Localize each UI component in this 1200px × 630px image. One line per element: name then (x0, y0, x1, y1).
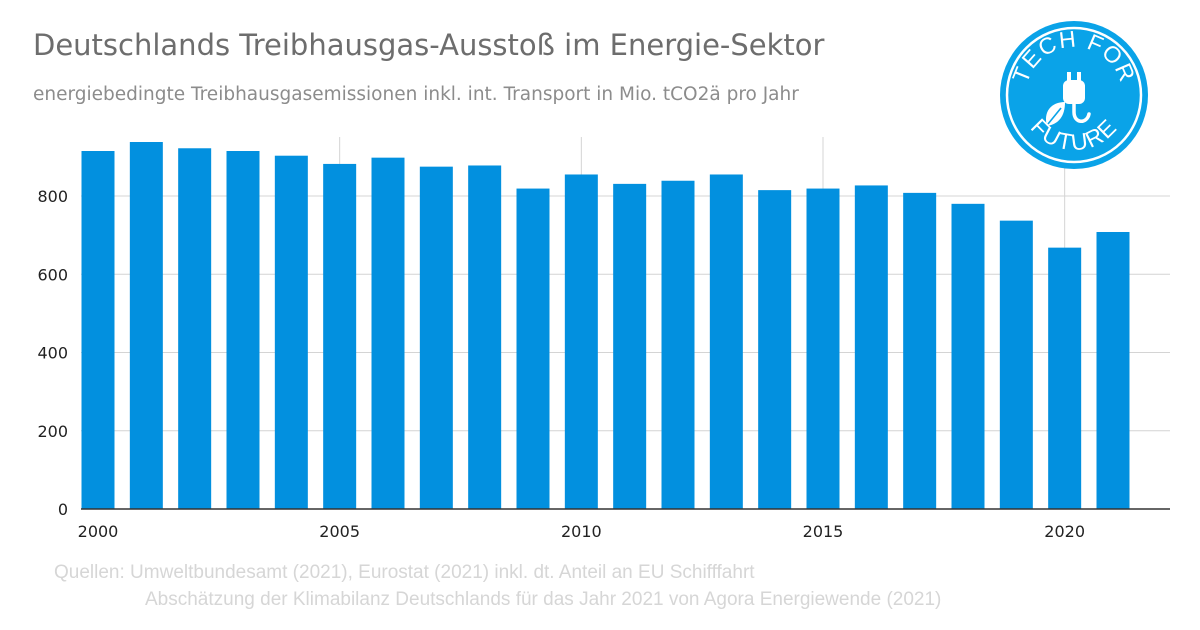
y-tick-label: 200 (37, 422, 68, 441)
bar-2010 (564, 174, 598, 509)
bar-2014 (758, 190, 792, 509)
bar-2003 (226, 151, 260, 509)
plug-leaf-icon (1045, 72, 1091, 126)
source-line-2: Abschätzung der Klimabilanz Deutschlands… (145, 589, 942, 610)
bar-2007 (419, 166, 453, 509)
chart-title: Deutschlands Treibhausgas-Ausstoß im Ene… (33, 28, 825, 62)
bar-2008 (468, 165, 502, 510)
bar-2000 (81, 151, 115, 509)
y-tick-label: 800 (37, 187, 68, 206)
y-tick-label: 400 (37, 344, 68, 363)
y-tick-label: 0 (58, 500, 68, 519)
bar-2018 (951, 203, 985, 509)
bar-2019 (999, 220, 1033, 509)
bar-2012 (661, 180, 695, 509)
bar-2013 (709, 174, 743, 509)
source-line-1: Quellen: Umweltbundesamt (2021), Eurosta… (54, 562, 755, 583)
bar-2011 (613, 183, 647, 509)
bar-2020 (1048, 247, 1082, 509)
bar-2004 (274, 155, 308, 510)
bar-2006 (371, 157, 405, 509)
bar-2015 (806, 188, 840, 509)
x-tick-label: 2005 (319, 522, 360, 541)
bar-2005 (323, 163, 357, 510)
bar-2009 (516, 188, 550, 509)
x-tick-label: 2000 (78, 522, 119, 541)
bar-2002 (178, 148, 212, 509)
bar-2021 (1096, 231, 1130, 509)
x-tick-label: 2010 (561, 522, 602, 541)
x-tick-label: 2020 (1044, 522, 1085, 541)
chart-subtitle: energiebedingte Treibhausgasemissionen i… (33, 84, 799, 105)
bar-2001 (129, 142, 163, 509)
x-tick-label: 2015 (803, 522, 844, 541)
bar-2017 (903, 192, 937, 509)
bar-2016 (854, 185, 888, 509)
y-tick-label: 600 (37, 265, 68, 284)
tech-for-future-logo: TECH FOR FUTURE (1000, 21, 1148, 169)
